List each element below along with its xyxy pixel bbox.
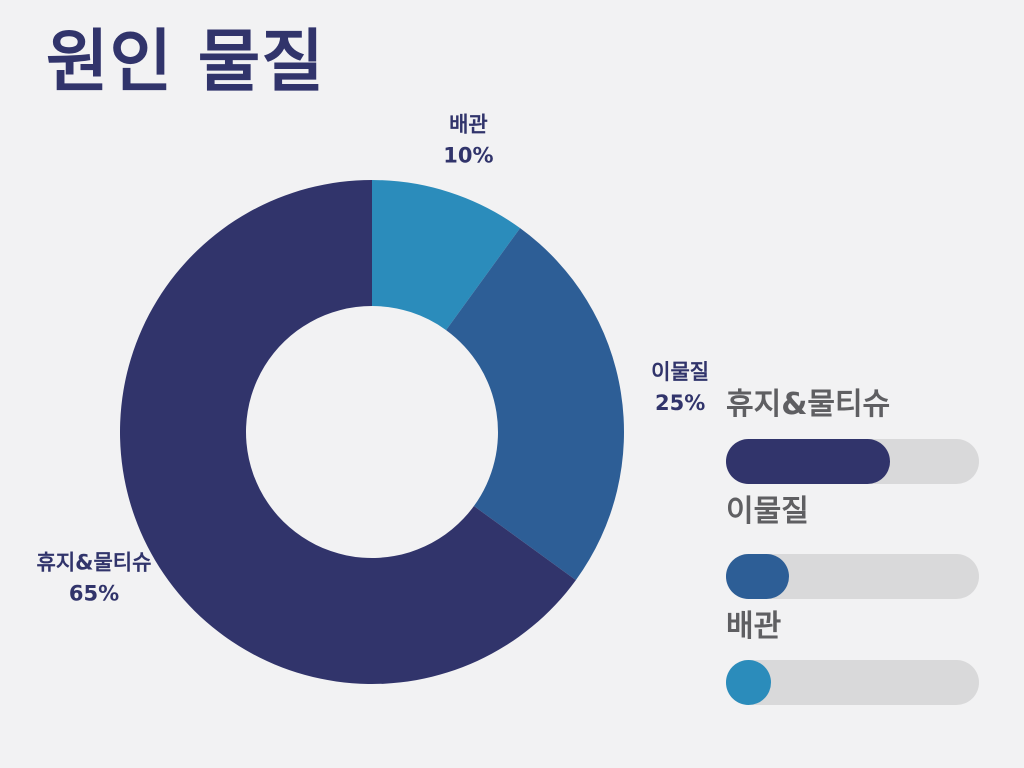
- donut-slice-tissue: [119, 180, 576, 684]
- legend-label: 휴지&물티슈: [726, 387, 891, 422]
- donut-labels: 배관 10% 이물질 25% 휴지&물티슈 65%: [37, 112, 710, 605]
- slice-value-tissue: 65%: [69, 582, 119, 606]
- legend-item-foreign-matter: 이물질: [726, 494, 979, 599]
- legend-bar-track: [726, 660, 979, 705]
- legend-label: 이물질: [726, 494, 809, 529]
- slice-value-foreign-matter: 25%: [655, 391, 705, 415]
- donut-slices: [119, 180, 624, 684]
- legend-bar-fill: [726, 554, 790, 599]
- slice-label-foreign-matter: 이물질: [651, 360, 709, 384]
- donut-slice-foreign-matter: [446, 228, 624, 581]
- legend-item-pipe: 배관: [726, 609, 979, 705]
- donut-slice-pipe: [372, 180, 521, 331]
- page-title: 원인 물질: [46, 23, 325, 102]
- legend-bar-fill: [726, 439, 891, 484]
- slice-value-pipe: 10%: [443, 143, 493, 167]
- legend-bar-track: [726, 439, 979, 484]
- legend-label: 배관: [726, 609, 782, 644]
- legend-bar-track: [726, 554, 979, 599]
- slice-label-tissue: 휴지&물티슈: [37, 551, 152, 575]
- legend-item-tissue: 휴지&물티슈: [726, 387, 979, 484]
- slice-label-pipe: 배관: [449, 112, 488, 136]
- legend-bar-fill: [726, 660, 771, 705]
